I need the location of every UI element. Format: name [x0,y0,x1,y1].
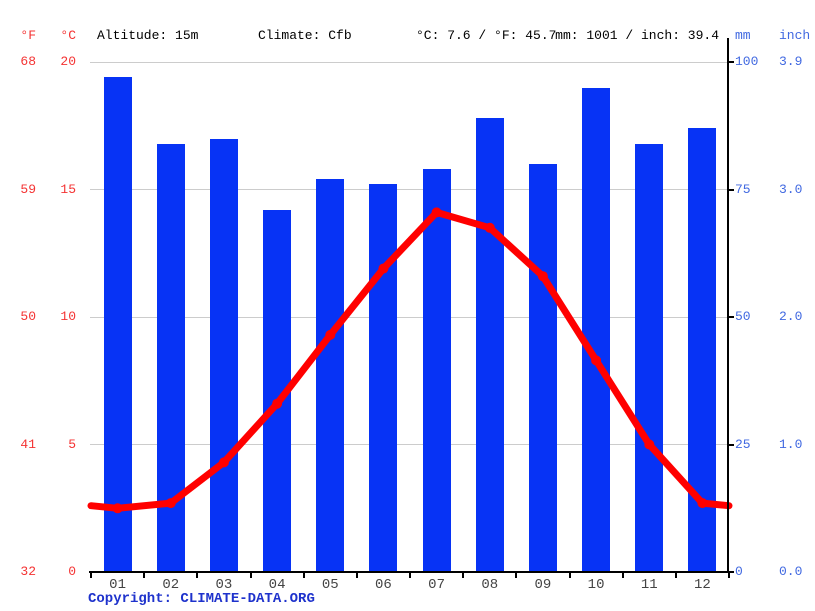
precip-bar [582,87,611,572]
axis-label-inch: 0.0 [779,564,803,579]
month-tick [462,572,465,578]
month-label: 10 [587,577,605,593]
month-tick [355,572,358,578]
precip-bar [475,118,504,572]
month-label: 07 [428,577,445,593]
month-label: 05 [321,577,339,593]
month-label: 08 [481,577,499,593]
month-tick [90,572,92,578]
month-tick [249,572,252,578]
precip-bar [209,138,238,572]
axis-label-mm: 0 [735,564,743,579]
month-tick [728,572,730,578]
precip-bar [369,184,398,572]
gridline [90,444,727,445]
header-inch-symbol: inch [779,28,811,43]
month-tick [302,572,305,578]
header-fahrenheit-symbol: °F [20,28,36,43]
axis-label-inch: 2.0 [779,309,803,324]
axis-label-f: 32 [20,564,36,579]
month-label: 04 [268,577,286,593]
axis-label-inch: 1.0 [779,436,803,452]
month-label: 06 [375,577,392,593]
month-label: 02 [162,577,180,593]
x-axis-line [89,570,730,573]
right-axis-tick [727,188,734,191]
axis-label-c: 5 [68,436,76,452]
right-axis-tick [727,61,734,63]
axis-label-mm: 25 [735,436,751,452]
axis-label-c: 20 [60,54,76,69]
header-temp-summary: °C: 7.6 / °F: 45.7 [416,28,557,43]
precip-bar [156,143,185,572]
header-precip-summary: mm: 1001 / inch: 39.4 [555,28,719,43]
copyright-link[interactable]: CLIMATE-DATA.ORG [180,591,315,607]
month-label: 11 [640,577,658,593]
precip-bar [103,77,132,572]
precip-bar [316,179,345,572]
axis-label-mm: 100 [735,54,759,69]
month-tick [674,572,677,578]
axis-label-c: 15 [60,181,76,197]
copyright: Copyright: CLIMATE-DATA.ORG [88,591,315,608]
month-label: 01 [109,577,126,593]
temp-line [87,208,733,512]
gridline [90,316,727,318]
axis-label-f: 50 [20,309,36,324]
month-tick [143,572,146,578]
right-axis-tick [727,316,734,318]
month-label: 03 [215,577,233,593]
axis-label-c: 10 [60,309,76,324]
precip-bar [263,209,292,572]
precip-bar [635,143,664,572]
header-mm-symbol: mm [735,28,751,43]
month-tick [515,572,518,578]
gridline [90,61,727,63]
precip-bar [528,164,557,572]
header-climate-class: Climate: Cfb [258,28,352,43]
month-label: 12 [694,577,711,593]
header-celsius-symbol: °C [60,28,76,43]
month-tick [409,572,411,578]
axis-label-f: 59 [20,181,36,197]
copyright-prefix: Copyright: [88,591,181,607]
axis-label-inch: 3.0 [779,181,803,197]
month-tick [568,572,571,578]
axis-label-mm: 50 [735,309,751,324]
right-axis-tick [727,571,734,573]
axis-label-f: 68 [20,54,36,69]
month-tick [196,572,199,578]
right-axis-line [726,38,729,573]
month-tick [621,572,624,578]
right-axis-tick [727,443,734,446]
header-altitude: Altitude: 15m [97,28,199,43]
precip-bar [422,169,451,572]
axis-label-f: 41 [20,436,36,452]
axis-label-mm: 75 [735,181,751,197]
axis-label-inch: 3.9 [779,54,803,69]
axis-label-c: 0 [68,564,76,579]
month-label: 09 [534,577,552,593]
precip-bar [688,128,717,572]
gridline [90,189,727,190]
